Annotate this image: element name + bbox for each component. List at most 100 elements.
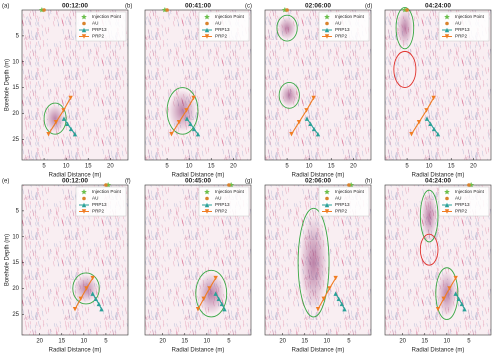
legend-marker <box>444 14 450 20</box>
highlight-ellipse <box>419 189 439 243</box>
marker-triangle-down <box>333 275 338 281</box>
panel-label: (b) <box>125 4 132 10</box>
marker-triangle-down <box>90 275 95 281</box>
legend-marker <box>324 34 330 39</box>
marker-triangle-down <box>289 131 294 137</box>
legend-label: PRP2 <box>92 34 104 39</box>
legend-marker <box>324 202 330 208</box>
marker-triangle-down <box>311 95 316 101</box>
legend-marker <box>81 34 87 39</box>
legend-label: PRP13 <box>215 202 230 207</box>
event-blob <box>197 272 226 315</box>
series-line <box>74 277 94 310</box>
panel-label: (h) <box>365 179 372 185</box>
marker-circle <box>347 183 351 187</box>
marker-triangle-down <box>53 120 59 125</box>
series-line <box>411 97 435 135</box>
marker-triangle-up <box>462 306 467 312</box>
marker-triangle-up <box>315 131 321 137</box>
legend-label: PRP2 <box>335 34 347 39</box>
legend-label: AU <box>455 196 461 201</box>
marker-triangle-up <box>333 291 338 296</box>
marker-triangle-down <box>441 296 446 301</box>
event-blob <box>280 83 299 107</box>
panel-title: 02:06:00 <box>305 3 331 10</box>
x-axis-label: Radial Distance (m) <box>172 348 225 354</box>
series-line <box>317 277 337 310</box>
x-axis-label: Radial Distance (m) <box>292 348 345 354</box>
x-axis-label: Radial Distance (m) <box>292 173 345 179</box>
legend-label: PRP13 <box>92 202 107 207</box>
plot-frame <box>144 184 252 336</box>
marker-triangle-up <box>435 131 441 137</box>
marker-triangle-up <box>428 121 433 126</box>
y-tick-label: 25 <box>12 137 19 143</box>
y-axis-label: Borehole Depth (m) <box>5 234 11 286</box>
legend-marker <box>81 14 87 20</box>
panel-label: (a) <box>2 4 9 10</box>
legend-marker <box>81 209 87 214</box>
legend-marker <box>324 189 330 195</box>
legend-marker <box>82 21 86 26</box>
marker-triangle-up <box>304 116 310 121</box>
marker-triangle-up <box>93 296 98 301</box>
legend-label: AU <box>335 21 341 26</box>
series-line <box>291 97 315 135</box>
y-tick-label: 15 <box>12 85 19 91</box>
marker-circle <box>104 183 108 187</box>
x-tick-label: 15 <box>421 339 428 345</box>
marker-circle <box>285 8 289 12</box>
x-tick-label: 10 <box>306 164 313 170</box>
panel-label: (g) <box>245 179 252 185</box>
legend-label: Injection Point <box>455 14 485 19</box>
x-tick-label: 15 <box>301 339 308 345</box>
marker-triangle-up <box>61 116 67 121</box>
plot-frame <box>264 9 372 161</box>
legend-label: PRP2 <box>215 209 227 214</box>
legend-label: PRP2 <box>455 34 467 39</box>
highlight-ellipse <box>166 87 199 135</box>
legend-label: AU <box>335 196 341 201</box>
x-tick-label: 10 <box>203 339 210 345</box>
legend-label: PRP2 <box>335 209 347 214</box>
marker-triangle-up <box>424 116 430 121</box>
x-axis-label: Radial Distance (m) <box>49 348 102 354</box>
legend-marker <box>204 14 210 20</box>
legend-marker <box>324 27 330 33</box>
x-tick-label: 20 <box>350 164 357 170</box>
legend-label: Injection Point <box>335 189 365 194</box>
legend-marker <box>444 202 450 208</box>
marker-triangle-down <box>453 275 458 281</box>
legend-label: Injection Point <box>92 189 122 194</box>
highlight-ellipse <box>278 81 300 109</box>
marker-triangle-down <box>191 95 196 101</box>
marker-triangle-down <box>61 108 66 113</box>
legend-label: AU <box>215 196 221 201</box>
legend-label: PRP13 <box>455 202 470 207</box>
x-tick-label: 10 <box>323 339 330 345</box>
x-tick-label: 20 <box>279 339 286 345</box>
marker-circle <box>467 183 471 187</box>
plot-frame <box>21 184 129 336</box>
marker-triangle-up <box>191 126 197 132</box>
panel-label: (f) <box>125 179 131 185</box>
legend-label: AU <box>92 21 98 26</box>
x-tick-label: 15 <box>181 339 188 345</box>
legend-marker <box>325 196 329 201</box>
marker-triangle-down <box>207 286 212 291</box>
marker-triangle-down <box>195 306 201 312</box>
marker-triangle-down <box>68 95 73 101</box>
x-tick-label: 10 <box>186 164 193 170</box>
marker-circle <box>42 8 46 12</box>
panel-title: 04:24:00 <box>425 3 451 10</box>
x-tick-label: 10 <box>80 339 87 345</box>
marker-triangle-down <box>201 296 206 301</box>
x-tick-label: 15 <box>58 339 65 345</box>
legend-label: PRP13 <box>92 27 107 32</box>
highlight-ellipse <box>419 233 439 266</box>
plot-frame <box>384 184 492 336</box>
x-axis-label: Radial Distance (m) <box>172 173 225 179</box>
panel-label: (c) <box>245 4 252 10</box>
legend-marker <box>204 209 210 214</box>
marker-triangle-down <box>315 306 321 312</box>
